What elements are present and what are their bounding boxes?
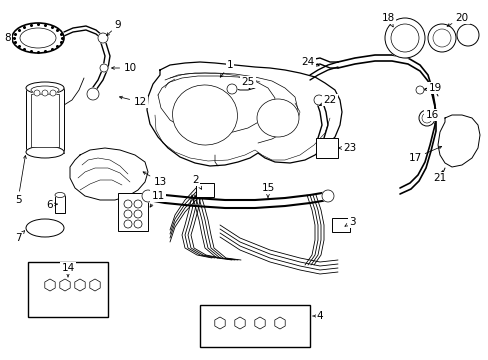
Bar: [118, 193, 148, 231]
Circle shape: [98, 33, 108, 43]
Text: 24: 24: [301, 57, 319, 67]
Polygon shape: [147, 62, 341, 166]
Bar: [331, 218, 349, 232]
Ellipse shape: [418, 110, 434, 126]
Ellipse shape: [26, 219, 64, 237]
Circle shape: [42, 90, 48, 96]
Ellipse shape: [31, 86, 59, 94]
Text: 6: 6: [46, 200, 57, 210]
Text: 19: 19: [424, 83, 441, 93]
Text: 14: 14: [61, 263, 75, 277]
Circle shape: [87, 88, 99, 100]
Bar: [196, 183, 214, 197]
Polygon shape: [437, 115, 479, 167]
Ellipse shape: [421, 113, 431, 123]
Ellipse shape: [172, 85, 237, 145]
Circle shape: [226, 84, 237, 94]
Text: 18: 18: [381, 13, 394, 27]
Text: 10: 10: [111, 63, 136, 73]
Text: 23: 23: [338, 143, 356, 153]
Text: 17: 17: [407, 146, 441, 163]
Text: 2: 2: [192, 175, 201, 189]
Circle shape: [124, 200, 132, 208]
Text: 13: 13: [143, 172, 166, 187]
Text: 1: 1: [220, 60, 233, 77]
Text: 16: 16: [425, 110, 438, 120]
Circle shape: [100, 64, 108, 72]
Text: 8: 8: [5, 33, 13, 43]
Text: 3: 3: [345, 217, 355, 227]
Ellipse shape: [384, 18, 424, 58]
Text: 7: 7: [15, 231, 24, 243]
Text: 15: 15: [261, 183, 274, 197]
Circle shape: [134, 200, 142, 208]
Bar: [55, 195, 65, 213]
Text: 11: 11: [150, 191, 164, 207]
Text: 5: 5: [15, 156, 26, 205]
Ellipse shape: [427, 24, 455, 52]
Circle shape: [313, 95, 324, 105]
Text: 4: 4: [312, 311, 323, 321]
Circle shape: [50, 90, 56, 96]
Ellipse shape: [20, 28, 56, 48]
Text: 22: 22: [319, 95, 336, 105]
Text: 21: 21: [432, 171, 446, 183]
Text: 12: 12: [119, 96, 146, 107]
Circle shape: [124, 220, 132, 228]
Circle shape: [415, 86, 423, 94]
Bar: [31, 94, 59, 147]
Ellipse shape: [26, 82, 64, 94]
Text: 20: 20: [446, 13, 468, 26]
Ellipse shape: [26, 146, 64, 158]
Circle shape: [124, 210, 132, 218]
Ellipse shape: [456, 24, 478, 46]
Text: 25: 25: [241, 77, 254, 89]
Ellipse shape: [257, 99, 298, 137]
Text: 9: 9: [106, 20, 121, 36]
Bar: [28, 262, 108, 317]
Ellipse shape: [55, 193, 65, 198]
Circle shape: [321, 190, 333, 202]
Circle shape: [134, 210, 142, 218]
Ellipse shape: [432, 29, 450, 47]
Bar: [315, 138, 337, 158]
Circle shape: [134, 220, 142, 228]
Ellipse shape: [390, 24, 418, 52]
Polygon shape: [70, 148, 148, 200]
Ellipse shape: [12, 23, 64, 53]
Circle shape: [34, 90, 40, 96]
Bar: [26, 88, 64, 153]
Bar: [200, 305, 309, 347]
Circle shape: [142, 190, 154, 202]
